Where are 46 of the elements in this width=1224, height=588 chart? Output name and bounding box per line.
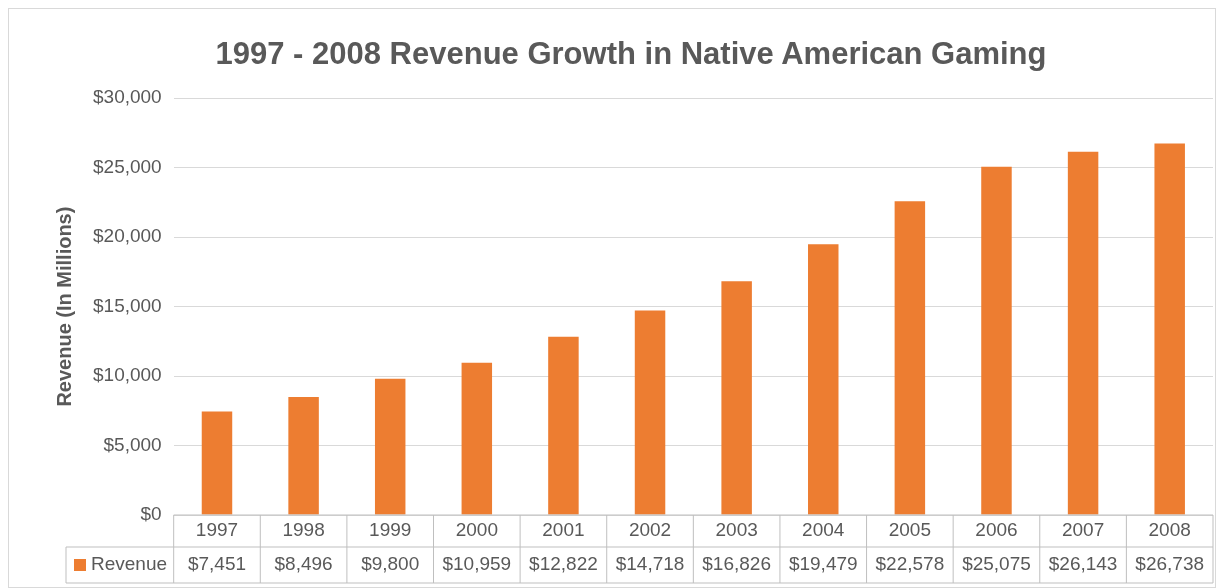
x-tick-label: 1999 (369, 519, 412, 541)
data-label: $9,800 (361, 553, 420, 575)
bar (461, 362, 493, 515)
y-tick-label: $15,000 (92, 294, 162, 316)
bar (721, 281, 752, 515)
y-tick-label: $25,000 (92, 155, 162, 177)
x-tick-label: 2001 (542, 519, 585, 541)
data-label: $10,959 (442, 553, 512, 575)
y-tick-label: $10,000 (92, 364, 162, 386)
data-label: $22,578 (875, 553, 945, 575)
bar (894, 201, 926, 515)
y-tick-label: $20,000 (92, 225, 162, 247)
bar (1067, 151, 1099, 515)
bar (634, 310, 666, 515)
x-tick-label: 2003 (715, 519, 758, 541)
bar (548, 336, 579, 515)
bar (374, 378, 406, 515)
x-tick-label: 2007 (1061, 519, 1105, 541)
data-label: $12,822 (529, 553, 598, 575)
x-tick-label: 1998 (282, 519, 325, 541)
data-label: $26,143 (1048, 553, 1118, 575)
legend-label: Revenue (91, 553, 168, 575)
x-tick-label: 1997 (195, 519, 239, 541)
x-tick-label: 2002 (628, 519, 672, 541)
x-tick-label: 2000 (455, 519, 498, 541)
bar (201, 411, 233, 515)
y-axis-title: Revenue (In Millions) (52, 206, 75, 407)
y-tick-label: $30,000 (92, 86, 162, 108)
x-tick-label: 2005 (888, 519, 932, 541)
data-label: $8,496 (274, 553, 333, 575)
bar (288, 396, 319, 515)
data-label: $16,826 (702, 553, 771, 575)
data-label: $26,738 (1135, 553, 1205, 575)
bar (1154, 143, 1185, 515)
data-label: $7,451 (187, 553, 247, 575)
x-tick-label: 2006 (975, 519, 1018, 541)
bar (808, 244, 839, 515)
bar (981, 166, 1012, 515)
y-tick-label: $5,000 (103, 433, 162, 455)
data-label: $19,479 (788, 553, 858, 575)
x-tick-label: 2004 (802, 519, 845, 541)
chart-title: 1997 - 2008 Revenue Growth in Native American Gaming (215, 36, 1047, 72)
y-tick-label: $0 (140, 503, 162, 525)
data-label: $14,718 (615, 553, 685, 575)
data-label: $25,075 (962, 553, 1031, 575)
x-tick-label: 2008 (1148, 519, 1191, 541)
